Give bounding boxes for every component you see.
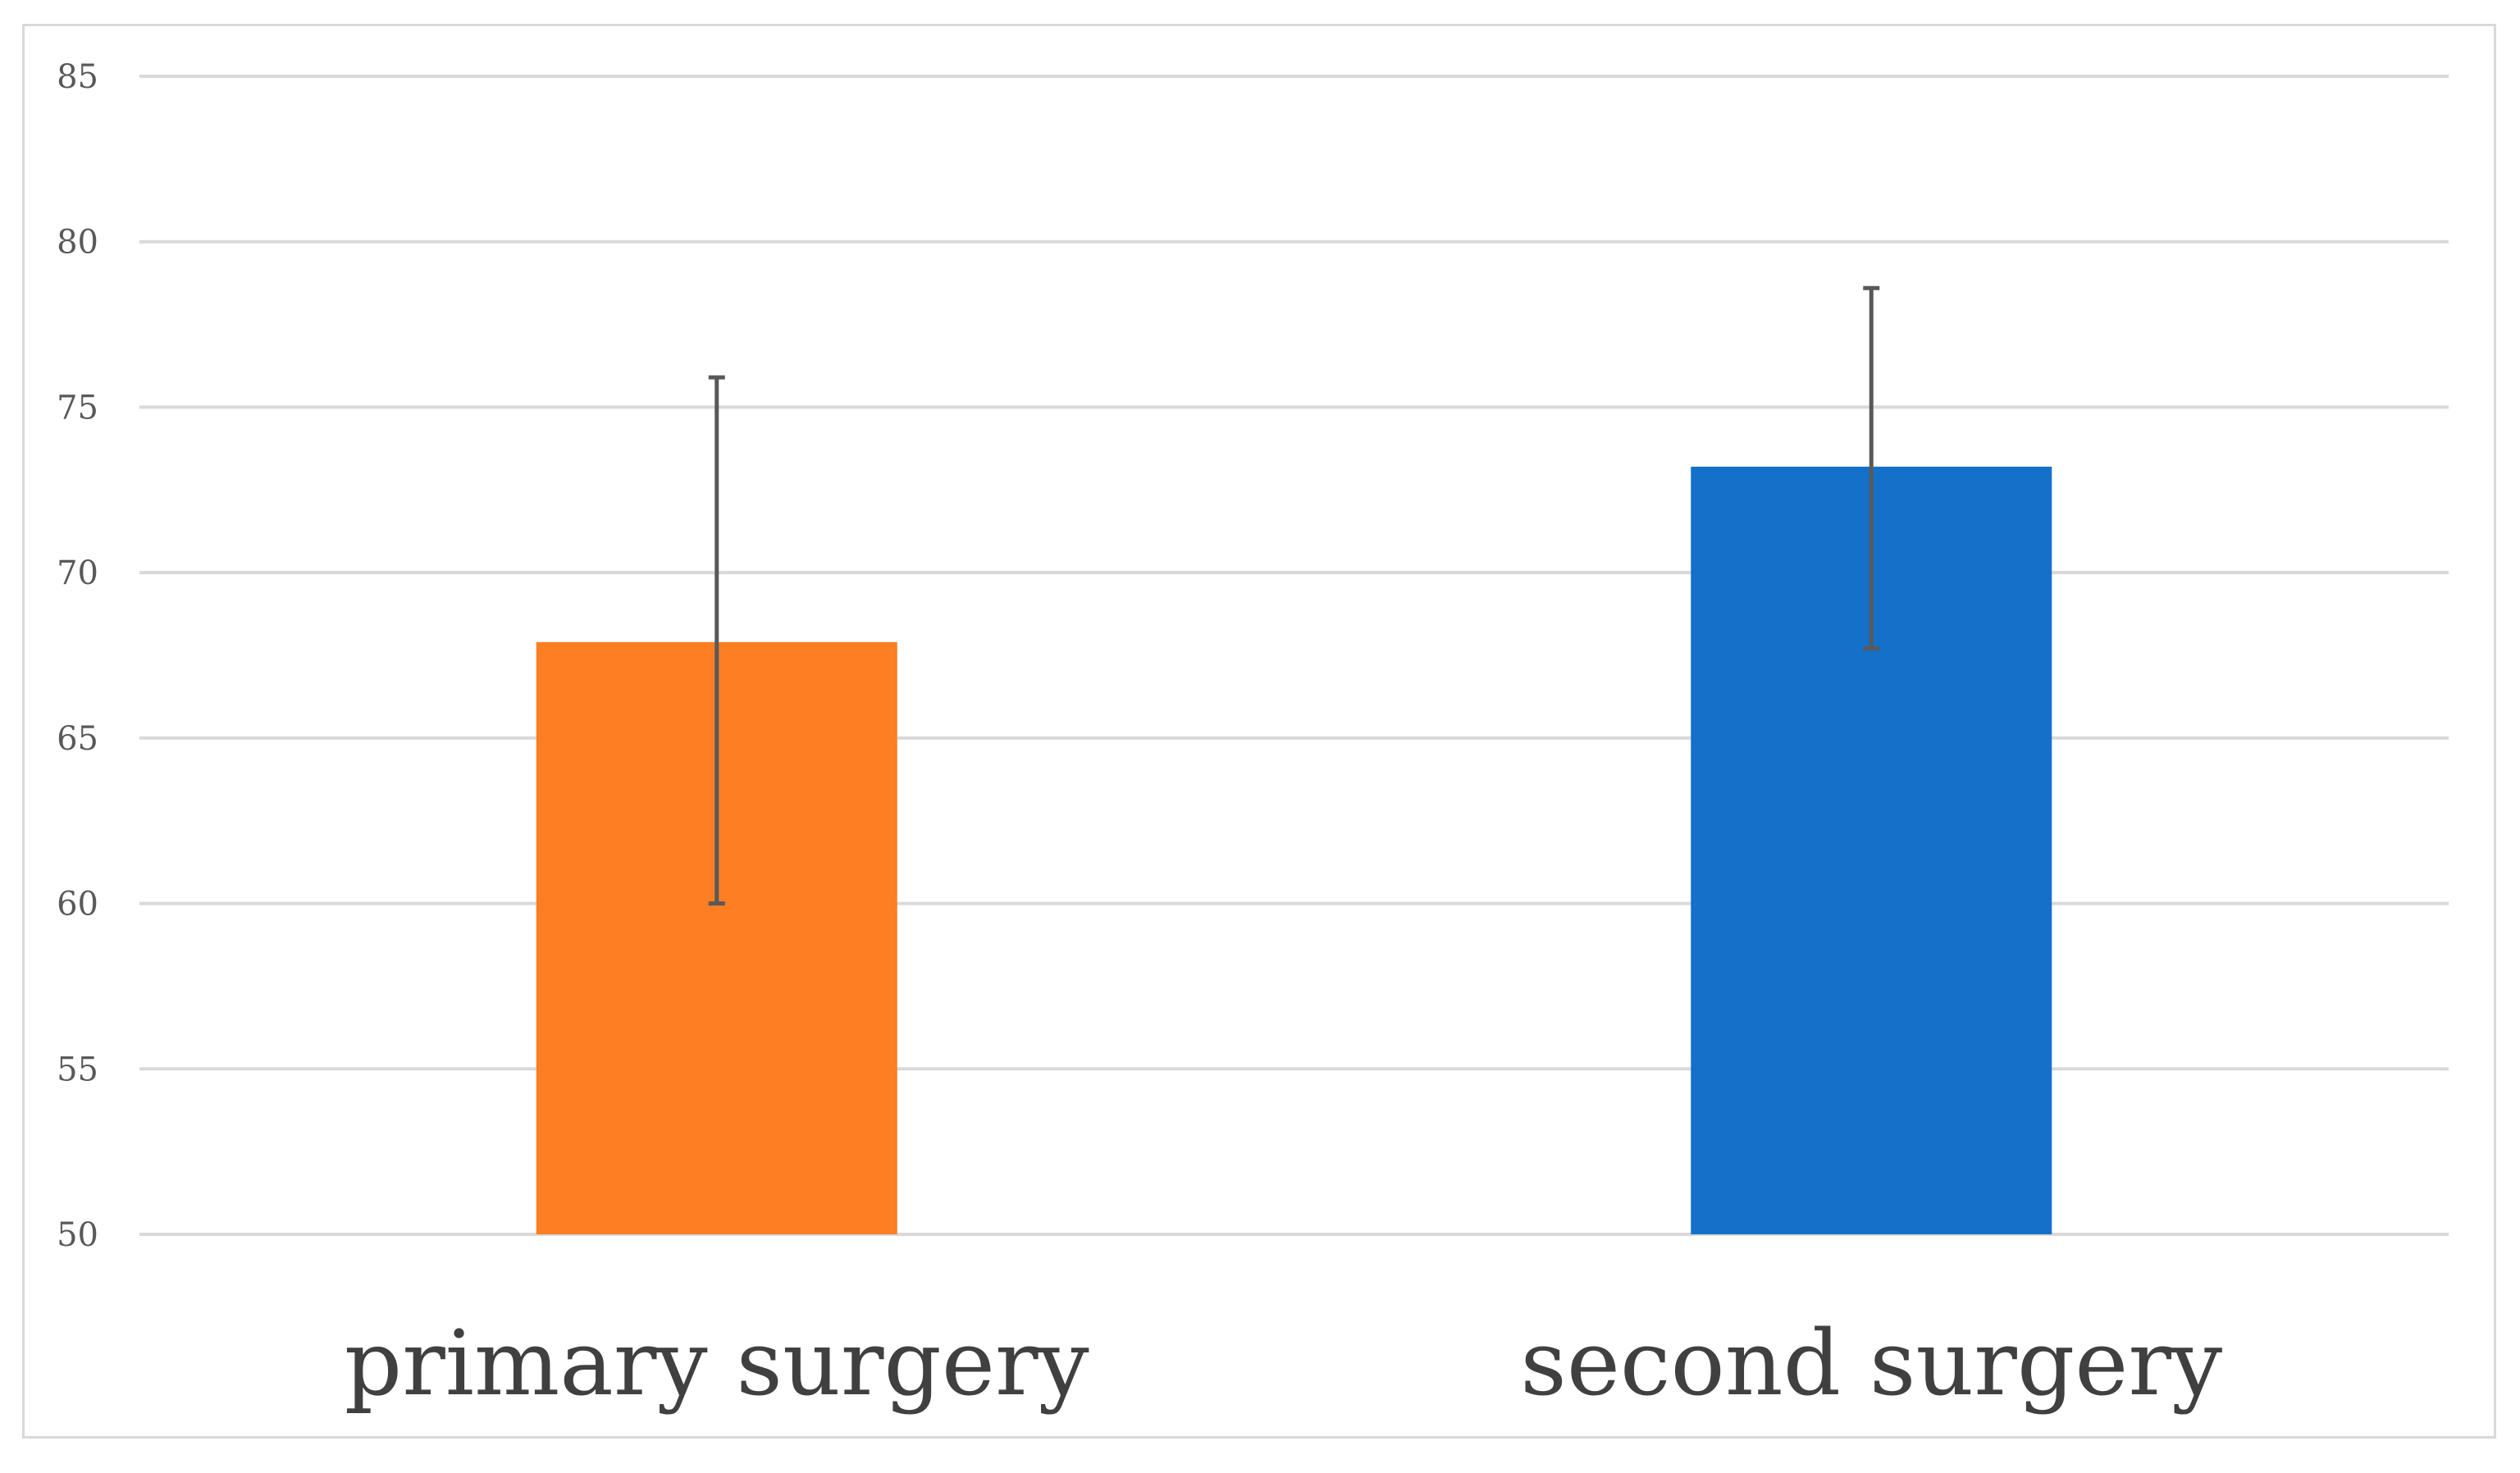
y-tick-label: 85 <box>57 58 98 96</box>
bars <box>536 467 2052 1234</box>
error-bars <box>708 285 1880 906</box>
y-tick-label: 50 <box>57 1216 98 1254</box>
y-tick-label: 65 <box>57 720 98 758</box>
category-labels: primary surgery second surgery <box>345 1311 2222 1416</box>
y-tick-label: 70 <box>57 554 98 592</box>
y-tick-label: 55 <box>57 1051 98 1088</box>
chart-frame <box>22 24 2496 1439</box>
gridlines <box>139 75 2449 1236</box>
y-tick-label: 75 <box>57 389 98 426</box>
y-axis-tick-labels: 50 55 60 65 70 75 80 85 <box>57 58 98 1254</box>
error-bar-second-surgery <box>1863 285 1880 651</box>
error-bar-primary-surgery <box>708 375 725 906</box>
y-tick-label: 80 <box>57 224 98 262</box>
x-category-label: primary surgery <box>345 1311 1089 1416</box>
y-tick-label: 60 <box>57 886 98 923</box>
x-category-label: second surgery <box>1520 1311 2222 1416</box>
